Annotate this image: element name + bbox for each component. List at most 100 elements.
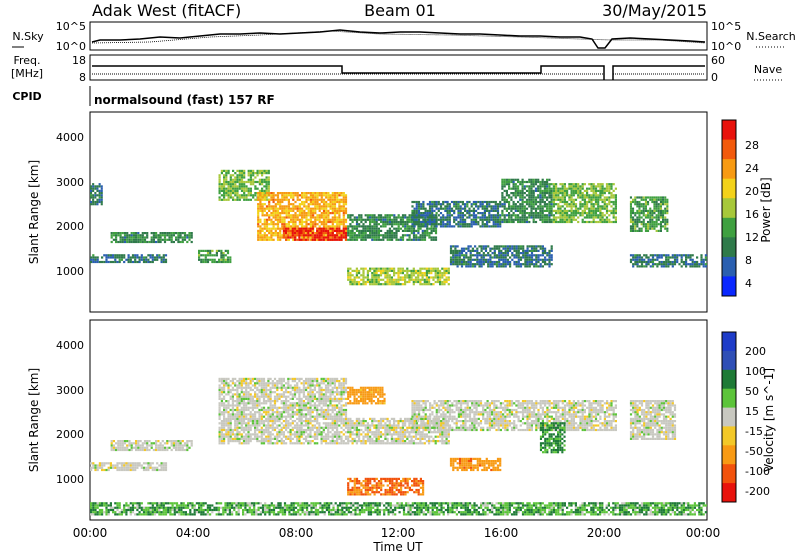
velocity-cell-2 [245, 417, 248, 420]
nsky-tick-bottom: 10^0 [56, 40, 86, 53]
power-cell-5 [285, 207, 288, 210]
power-cell-8 [347, 267, 350, 270]
power-cell-9 [431, 200, 434, 204]
velocity-cell-0 [117, 444, 120, 447]
velocity-cell-2 [240, 397, 243, 400]
power-cell-3 [209, 258, 212, 261]
velocity-cell-2 [225, 428, 228, 432]
velocity-cell-2 [276, 411, 279, 414]
velocity-cell-1 [123, 466, 126, 469]
power-cell-4 [243, 183, 246, 186]
velocity-cell-2 [238, 411, 241, 414]
power-cell-13 [659, 220, 662, 224]
power-cell-8 [395, 283, 398, 286]
power-cell-7 [369, 225, 372, 228]
velocity-cell-2 [258, 411, 261, 414]
power-cell-9 [442, 225, 445, 228]
power-cell-10 [541, 249, 544, 252]
power-cell-7 [419, 227, 422, 230]
power-cell-12 [557, 216, 560, 219]
power-cell-8 [434, 272, 437, 275]
power-cell-1 [114, 254, 117, 257]
power-cell-13 [649, 218, 652, 221]
power-cell-5 [265, 207, 269, 210]
power-cell-7 [408, 220, 411, 224]
power-cell-13 [638, 209, 641, 212]
velocity-cell-2 [256, 433, 259, 436]
power-cell-8 [373, 272, 376, 275]
power-cell-9 [481, 225, 484, 228]
power-cell-8 [366, 269, 369, 272]
power-cell-1 [149, 256, 152, 259]
power-cell-12 [557, 203, 560, 206]
power-cell-6 [322, 227, 325, 230]
velocity-cell-1 [127, 464, 130, 467]
power-cell-10 [526, 260, 529, 264]
power-cell-12 [612, 212, 615, 215]
power-cell-7 [415, 236, 418, 239]
velocity-cell-0 [150, 444, 153, 447]
power-cell-8 [377, 269, 380, 272]
power-cell-1 [162, 254, 165, 257]
power-cell-11 [508, 214, 511, 217]
power-cell-8 [421, 278, 424, 281]
power-cell-9 [470, 220, 473, 224]
power-cell-5 [268, 238, 271, 241]
power-cell-9 [455, 207, 458, 210]
power-cell-9 [428, 205, 432, 208]
power-cell-9 [472, 214, 475, 217]
power-cell-13 [659, 225, 662, 228]
power-cell-9 [470, 203, 473, 206]
power-cell-10 [513, 249, 516, 252]
power-cell-10 [513, 256, 516, 259]
power-cell-9 [486, 207, 489, 210]
power-cell-4 [229, 192, 232, 195]
power-cell-0 [190, 234, 193, 237]
power-cell-10 [513, 254, 516, 257]
power-cell-9 [468, 223, 471, 226]
power-cell-8 [443, 269, 446, 272]
power-cell-5 [329, 198, 332, 201]
power-cell-12 [555, 185, 558, 188]
power-cell-1 [162, 258, 165, 261]
power-cell-13 [636, 203, 639, 206]
velocity-cell-1 [94, 468, 97, 472]
power-cell-6 [327, 234, 330, 237]
power-cell-11 [539, 207, 542, 210]
power-cell-7 [432, 238, 435, 241]
velocity-cell-2 [269, 413, 272, 416]
power-cell-9 [424, 212, 427, 215]
power-cell-12 [601, 218, 604, 221]
power-cell-0 [163, 240, 167, 244]
power-cell-9 [439, 220, 443, 224]
velocity-cell-2 [225, 420, 228, 423]
power-cell-9 [435, 220, 438, 224]
power-cell-5 [296, 216, 299, 219]
power-cell-7 [364, 214, 367, 217]
power-cell-12 [563, 185, 566, 188]
power-cell-2 [96, 198, 99, 201]
velocity-cell-2 [240, 400, 243, 403]
power-cell-5 [333, 227, 337, 230]
power-cell-12 [594, 194, 598, 197]
power-cell-5 [263, 203, 266, 206]
power-cell-7 [366, 234, 369, 237]
power-cell-10 [526, 252, 529, 255]
power-cell-5 [287, 200, 290, 204]
power-cell-11 [525, 212, 529, 215]
power-cell-5 [344, 229, 348, 232]
power-cell-5 [263, 223, 266, 226]
power-cell-5 [263, 227, 266, 230]
power-cell-14 [665, 256, 668, 259]
power-cell-7 [388, 234, 391, 237]
velocity-cell-1 [114, 464, 117, 467]
power-cell-12 [581, 194, 584, 197]
power-cell-5 [314, 198, 317, 201]
power-cell-5 [322, 192, 326, 195]
velocity-cell-2 [256, 406, 259, 409]
power-cell-5 [312, 207, 315, 210]
power-cell-12 [610, 183, 613, 186]
power-cell-3 [224, 254, 227, 257]
power-cell-13 [636, 216, 639, 219]
power-cell-12 [597, 209, 600, 212]
